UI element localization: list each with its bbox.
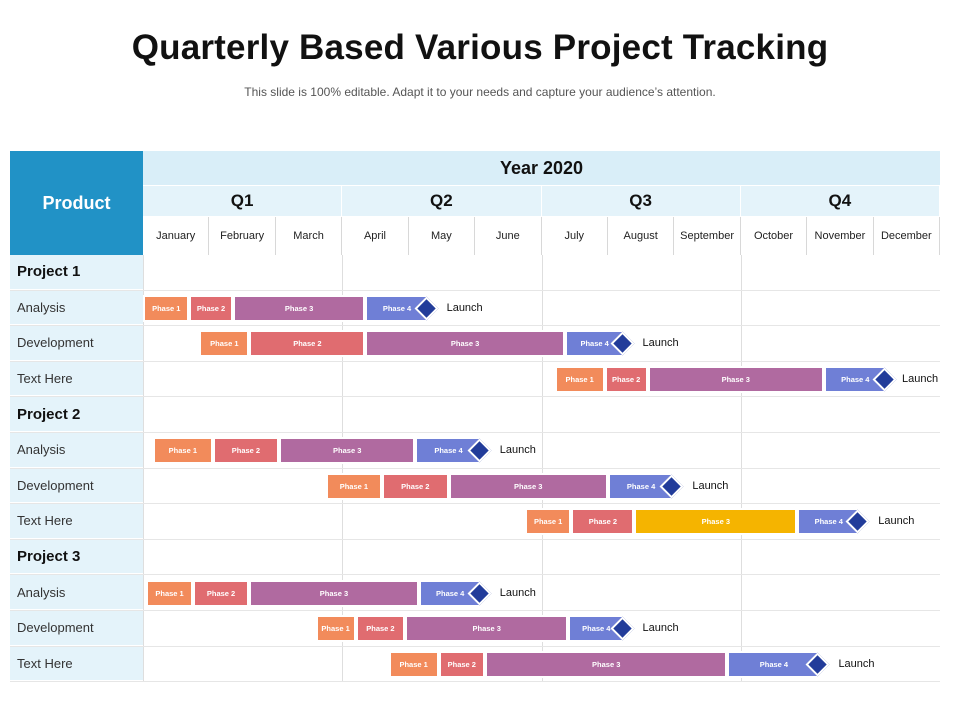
month-november: November [807, 217, 874, 255]
launch-label: Launch [838, 657, 875, 670]
product-header: Product [10, 151, 143, 255]
quarters-row: Q1 Q2 Q3 Q4 [143, 186, 940, 216]
project-label: Project 2 [10, 397, 143, 432]
phase-bar: Phase 4 [418, 579, 482, 607]
phase-bar: Phase 2 [212, 437, 280, 465]
task-label: Analysis [10, 290, 143, 326]
phase-bar: Phase 1 [199, 330, 250, 358]
month-december: December [874, 217, 941, 255]
phase-bar: Phase 1 [325, 472, 383, 500]
quarter-q1: Q1 [143, 186, 343, 216]
task-row: Analysis Phase 1 Phase 2 Phase 3 Phase 4 Laun… [10, 575, 940, 611]
month-march: March [276, 217, 343, 255]
month-april: April [342, 217, 409, 255]
phase-bar: Phase 2 [249, 330, 366, 358]
task-row: Analysis Phase 1 Phase 2 Phase 3 Phase 4 Laun… [10, 290, 940, 327]
project-row: Project 1 [10, 255, 940, 291]
quarter-q2: Q2 [342, 186, 542, 216]
phase-bar: Phase 1 [152, 437, 213, 465]
task-label: Text Here [10, 361, 143, 397]
launch-label: Launch [692, 479, 729, 492]
launch-label: Launch [902, 373, 939, 386]
month-may: May [409, 217, 476, 255]
task-row: Text Here Phase 1 Phase 2 Phase 3 Phase 4 Lau… [10, 504, 940, 540]
task-row: Text Here Phase 1 Phase 2 Phase 3 Phase 4 Lau… [10, 361, 940, 398]
month-october: October [741, 217, 808, 255]
months-row: January February March April May June Ju… [143, 217, 941, 255]
launch-label: Launch [499, 444, 536, 457]
project-row: Project 3 [10, 539, 940, 576]
phase-bar: Phase 3 [249, 579, 419, 607]
task-label: Development [10, 326, 143, 361]
task-label: Text Here [10, 504, 143, 539]
phase-bar: Phase 3 [365, 330, 565, 358]
month-january: January [143, 217, 210, 255]
phase-bar: Phase 3 [647, 366, 824, 394]
phase-bar: Phase 2 [438, 650, 486, 678]
project-label: Project 3 [10, 539, 143, 575]
phase-bar: Phase 2 [192, 579, 250, 607]
phase-bar: Phase 2 [355, 615, 406, 643]
gantt-table: Product Year 2020 Q1 Q2 Q3 Q4 January Fe… [10, 151, 941, 683]
month-july: July [542, 217, 608, 255]
task-label: Development [10, 610, 143, 646]
month-august: August [608, 217, 675, 255]
quarter-q4: Q4 [740, 186, 940, 216]
phase-bar: Phase 1 [524, 508, 572, 536]
project-label: Project 1 [10, 255, 143, 290]
task-label: Analysis [10, 432, 143, 468]
phase-bar: Phase 3 [232, 294, 366, 322]
task-label: Text Here [10, 646, 143, 682]
launch-label: Launch [642, 622, 679, 635]
launch-label: Launch [642, 337, 679, 350]
phase-bar: Phase 2 [604, 366, 648, 394]
phase-bar: Phase 1 [388, 650, 439, 678]
phase-bar: Phase 1 [143, 294, 190, 322]
task-row: Text Here Phase 1 Phase 2 Phase 3 Phase 4 Lau… [10, 646, 940, 683]
task-row: Analysis Phase 1 Phase 2 Phase 3 Phase 4 Laun… [10, 432, 940, 469]
launch-label: Launch [446, 301, 483, 314]
slide-subtitle: This slide is 100% editable. Adapt it to… [244, 85, 716, 99]
phase-bar: Phase 2 [189, 294, 233, 322]
phase-bar: Phase 3 [634, 508, 798, 536]
phase-bar: Phase 3 [405, 615, 569, 643]
phase-bar: Phase 3 [448, 472, 608, 500]
launch-label: Launch [878, 515, 915, 528]
task-label: Development [10, 468, 143, 504]
phase-bar: Phase 4 [607, 472, 675, 500]
phase-bar: Phase 1 [554, 366, 605, 394]
phase-bar: Phase 3 [279, 437, 416, 465]
month-february: February [209, 217, 276, 255]
quarter-q3: Q3 [541, 186, 741, 216]
phase-bar: Phase 3 [485, 650, 728, 678]
slide-title: Quarterly Based Various Project Tracking [131, 28, 829, 67]
phase-bar: Phase 1 [146, 579, 193, 607]
phase-bar: Phase 1 [315, 615, 356, 643]
month-september: September [674, 217, 741, 255]
project-row: Project 2 [10, 397, 940, 433]
launch-label: Launch [499, 586, 536, 599]
phase-bar: Phase 4 [727, 650, 821, 678]
month-june: June [475, 217, 542, 255]
phase-bar: Phase 2 [382, 472, 449, 500]
task-row: Development Phase 1 Phase 2 Phase 3 Phase 4 L… [10, 468, 940, 505]
phase-bar: Phase 2 [571, 508, 635, 536]
row-list: Project 1 Analysis Phase 1 Phase 2 Phase 3 Ph… [10, 255, 940, 683]
task-label: Analysis [10, 575, 143, 610]
year-header: Year 2020 [143, 151, 940, 185]
